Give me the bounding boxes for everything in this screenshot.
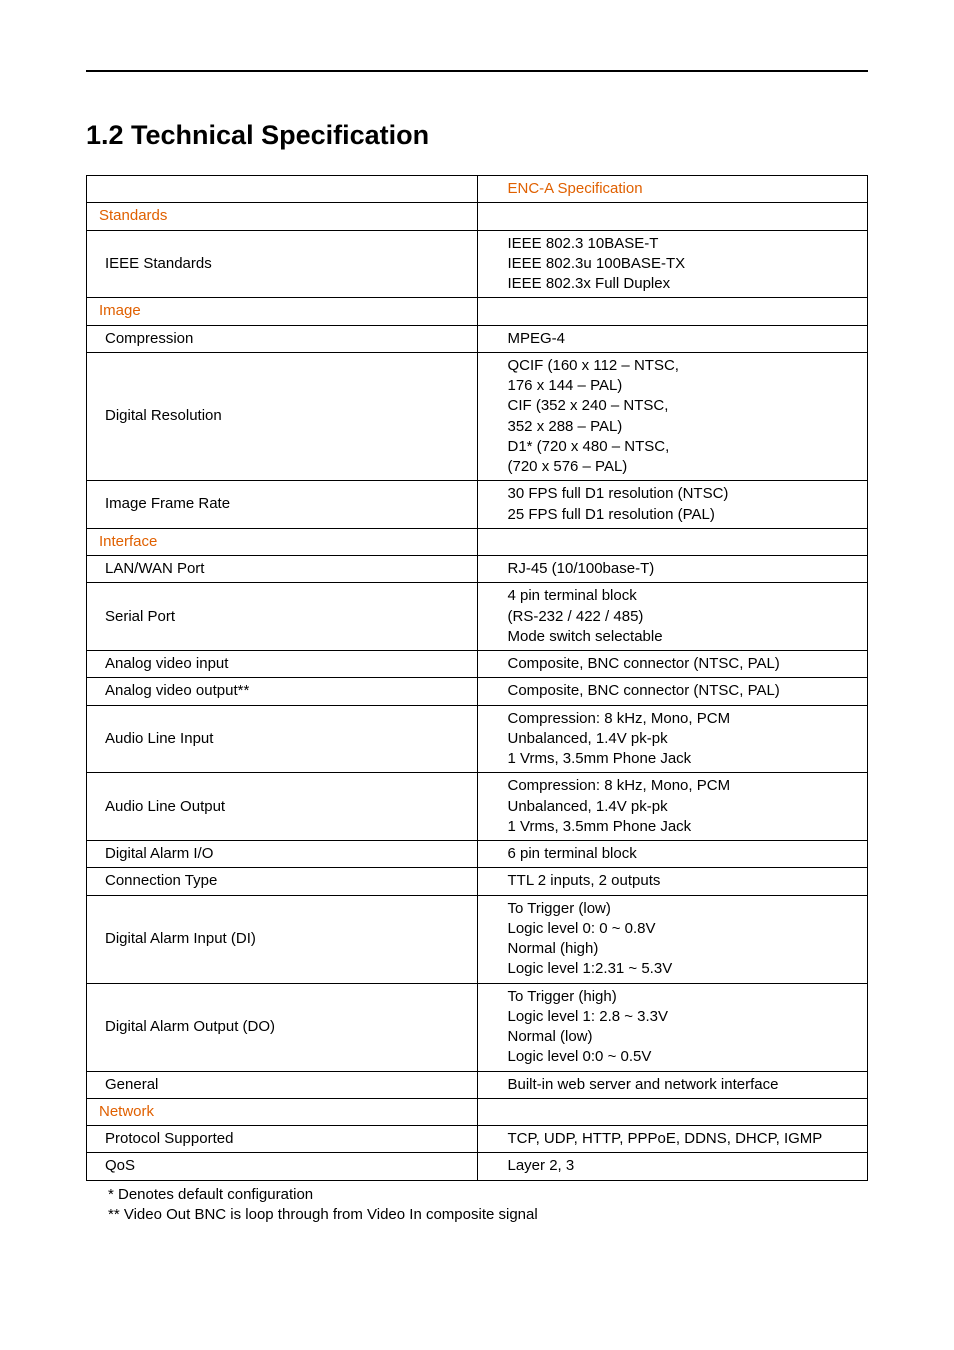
table-row: Network: [87, 1098, 868, 1125]
cell-blank: [477, 1098, 868, 1125]
spec-label: Image Frame Rate: [87, 481, 478, 529]
table-row: Interface: [87, 528, 868, 555]
table-row: LAN/WAN Port RJ-45 (10/100base-T): [87, 556, 868, 583]
section-network: Network: [87, 1098, 478, 1125]
spec-value: 6 pin terminal block: [477, 841, 868, 868]
table-row: Standards: [87, 203, 868, 230]
spec-value: QCIF (160 x 112 – NTSC,176 x 144 – PAL)C…: [477, 352, 868, 481]
cell-blank: [477, 528, 868, 555]
spec-label: Connection Type: [87, 868, 478, 895]
spec-label: Protocol Supported: [87, 1126, 478, 1153]
table-row: Image Frame Rate 30 FPS full D1 resoluti…: [87, 481, 868, 529]
table-row: QoS Layer 2, 3: [87, 1153, 868, 1180]
spec-value: Composite, BNC connector (NTSC, PAL): [477, 678, 868, 705]
spec-label: QoS: [87, 1153, 478, 1180]
table-row: Analog video input Composite, BNC connec…: [87, 651, 868, 678]
spec-label: Audio Line Input: [87, 705, 478, 773]
table-row: Compression MPEG-4: [87, 325, 868, 352]
spec-value: Built-in web server and network interfac…: [477, 1071, 868, 1098]
spec-label: Compression: [87, 325, 478, 352]
table-row: Analog video output** Composite, BNC con…: [87, 678, 868, 705]
spec-value: 30 FPS full D1 resolution (NTSC)25 FPS f…: [477, 481, 868, 529]
table-row: Serial Port 4 pin terminal block(RS-232 …: [87, 583, 868, 651]
spec-value: Composite, BNC connector (NTSC, PAL): [477, 651, 868, 678]
spec-value: Compression: 8 kHz, Mono, PCMUnbalanced,…: [477, 773, 868, 841]
spec-label: General: [87, 1071, 478, 1098]
table-row: IEEE Standards IEEE 802.3 10BASE-TIEEE 8…: [87, 230, 868, 298]
spec-label: LAN/WAN Port: [87, 556, 478, 583]
spec-label: Audio Line Output: [87, 773, 478, 841]
section-standards: Standards: [87, 203, 478, 230]
cell-blank: [477, 203, 868, 230]
spec-table: ENC-A Specification Standards IEEE Stand…: [86, 175, 868, 1181]
table-row: ENC-A Specification: [87, 176, 868, 203]
spec-label: IEEE Standards: [87, 230, 478, 298]
spec-label: Digital Alarm Input (DI): [87, 895, 478, 983]
spec-label: Digital Alarm I/O: [87, 841, 478, 868]
section-image: Image: [87, 298, 478, 325]
spec-value: 4 pin terminal block(RS-232 / 422 / 485)…: [477, 583, 868, 651]
table-row: Digital Alarm Input (DI) To Trigger (low…: [87, 895, 868, 983]
spec-value: TCP, UDP, HTTP, PPPoE, DDNS, DHCP, IGMP: [477, 1126, 868, 1153]
footnote-1: * Denotes default configuration: [108, 1185, 868, 1205]
table-row: Audio Line Input Compression: 8 kHz, Mon…: [87, 705, 868, 773]
table-row: Image: [87, 298, 868, 325]
table-row: General Built-in web server and network …: [87, 1071, 868, 1098]
header-rule: [86, 70, 868, 72]
page-title: 1.2 Technical Specification: [86, 120, 868, 151]
cell-blank: [477, 298, 868, 325]
spec-value: To Trigger (high)Logic level 1: 2.8 ~ 3.…: [477, 983, 868, 1071]
spec-label: Digital Alarm Output (DO): [87, 983, 478, 1071]
spec-label: Digital Resolution: [87, 352, 478, 481]
spec-value: Compression: 8 kHz, Mono, PCMUnbalanced,…: [477, 705, 868, 773]
table-row: Connection Type TTL 2 inputs, 2 outputs: [87, 868, 868, 895]
column-header: ENC-A Specification: [477, 176, 868, 203]
table-row: Audio Line Output Compression: 8 kHz, Mo…: [87, 773, 868, 841]
spec-value: TTL 2 inputs, 2 outputs: [477, 868, 868, 895]
spec-value: IEEE 802.3 10BASE-TIEEE 802.3u 100BASE-T…: [477, 230, 868, 298]
spec-label: Analog video input: [87, 651, 478, 678]
spec-value: RJ-45 (10/100base-T): [477, 556, 868, 583]
footnotes: * Denotes default configuration ** Video…: [86, 1185, 868, 1226]
spec-value: To Trigger (low)Logic level 0: 0 ~ 0.8VN…: [477, 895, 868, 983]
cell-blank: [87, 176, 478, 203]
spec-value: MPEG-4: [477, 325, 868, 352]
footnote-2: ** Video Out BNC is loop through from Vi…: [108, 1205, 868, 1225]
table-row: Digital Resolution QCIF (160 x 112 – NTS…: [87, 352, 868, 481]
table-row: Protocol Supported TCP, UDP, HTTP, PPPoE…: [87, 1126, 868, 1153]
table-row: Digital Alarm Output (DO) To Trigger (hi…: [87, 983, 868, 1071]
spec-label: Analog video output**: [87, 678, 478, 705]
table-row: Digital Alarm I/O 6 pin terminal block: [87, 841, 868, 868]
spec-label: Serial Port: [87, 583, 478, 651]
spec-value: Layer 2, 3: [477, 1153, 868, 1180]
section-interface: Interface: [87, 528, 478, 555]
